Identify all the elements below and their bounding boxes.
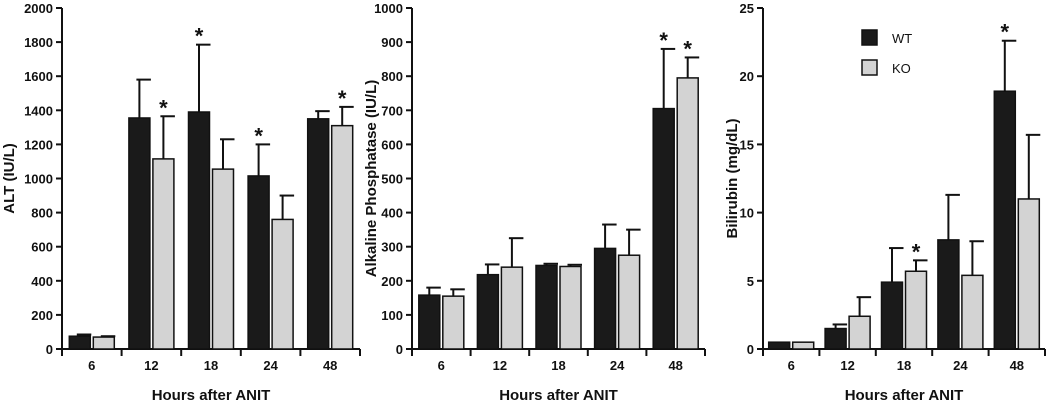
significance-star: * (683, 36, 692, 61)
x-tick-label: 18 (897, 358, 911, 373)
ko-bar (442, 295, 465, 350)
y-tick-label: 20 (740, 69, 754, 84)
y-tick-label: 1000 (24, 172, 53, 187)
x-tick-label: 24 (953, 358, 968, 373)
y-axis-title: ALT (IU/L) (1, 143, 18, 214)
x-tick-label: 12 (144, 358, 158, 373)
y-tick-label: 200 (381, 274, 403, 289)
bilirubin-chart: 0 5 10 15 20 25 Bilirubin (mg/dL) 6 12 18 24 48 Hour… (724, 1, 1046, 401)
ko-bar (961, 274, 984, 350)
x-axis-title: Hours after ANIT (152, 387, 271, 401)
y-tick-label: 800 (31, 206, 53, 221)
y-tick-label: 700 (381, 103, 403, 118)
y-tick-label: 300 (381, 240, 403, 255)
y-tick-label: 2000 (24, 1, 53, 16)
alkaline-phosphatase-chart: 0 100 200 300 400 500 600 700 800 900 1000 Alkaline… (363, 1, 706, 401)
y-tick-label: 1400 (24, 103, 53, 118)
x-tick-label: 6 (788, 358, 795, 373)
significance-star: * (912, 239, 921, 264)
significance-star: * (659, 28, 668, 53)
ko-bar (559, 265, 582, 350)
y-tick-label: 0 (46, 342, 53, 357)
y-tick-label: 500 (381, 172, 403, 187)
wt-bar (880, 281, 904, 350)
significance-star: * (159, 95, 168, 120)
wt-bar (418, 294, 441, 350)
ko-bar (617, 254, 641, 350)
wt-bar (937, 239, 960, 350)
ko-bar (848, 315, 871, 350)
ko-bar (1017, 198, 1041, 350)
wt-bar (652, 107, 675, 350)
y-tick-label: 100 (381, 308, 403, 323)
y-tick-label: 15 (740, 137, 754, 152)
x-tick-label: 48 (1010, 358, 1024, 373)
wt-bar (535, 264, 558, 350)
y-tick-label: 1000 (374, 1, 403, 16)
legend-swatch (861, 29, 878, 46)
wt-bar (476, 273, 500, 350)
ko-bar (271, 218, 294, 350)
x-axis-title: Hours after ANIT (499, 387, 618, 401)
x-tick-label: 6 (438, 358, 445, 373)
y-tick-label: 0 (396, 342, 403, 357)
significance-star: * (254, 123, 263, 148)
alt-chart: 0 200 400 600 800 1000 1200 1400 1600 1800 2000 ALT… (1, 1, 361, 401)
ko-bar (676, 77, 699, 350)
x-tick-label: 48 (323, 358, 337, 373)
wt-bar (593, 247, 617, 350)
x-tick-label: 24 (263, 358, 278, 373)
y-axis-title: Bilirubin (mg/dL) (724, 119, 741, 239)
significance-star: * (338, 86, 347, 111)
y-tick-label: 1800 (24, 35, 53, 50)
legend-swatch (861, 59, 878, 76)
ko-bar (330, 124, 354, 350)
significance-star: * (1001, 20, 1010, 45)
x-tick-label: 12 (493, 358, 507, 373)
ko-bar (92, 336, 116, 350)
x-tick-label: 24 (610, 358, 625, 373)
y-tick-label: 400 (31, 274, 53, 289)
y-axis-title: Alkaline Phosphatase (IU/L) (363, 80, 380, 278)
y-tick-label: 5 (747, 274, 754, 289)
y-tick-label: 1200 (24, 137, 53, 152)
y-tick-label: 1600 (24, 69, 53, 84)
wt-bar (824, 327, 847, 350)
y-tick-label: 0 (747, 342, 754, 357)
y-tick-label: 25 (740, 1, 754, 16)
wt-bar (247, 175, 270, 350)
ko-bar (152, 158, 175, 350)
x-tick-label: 18 (204, 358, 218, 373)
wt-bar (128, 117, 151, 350)
significance-star: * (195, 24, 204, 49)
wt-bar (187, 111, 211, 350)
x-tick-label: 6 (88, 358, 95, 373)
wt-bar (68, 335, 92, 350)
y-tick-label: 10 (740, 206, 754, 221)
legend-label: WT (892, 31, 912, 46)
y-tick-label: 800 (381, 69, 403, 84)
y-tick-label: 600 (381, 137, 403, 152)
x-axis-title: Hours after ANIT (845, 387, 964, 401)
ko-bar (904, 270, 928, 350)
wt-bar (993, 90, 1017, 350)
x-tick-label: 48 (668, 358, 682, 373)
wt-bar (306, 118, 330, 350)
ko-bar (211, 168, 235, 350)
legend-label: KO (892, 61, 911, 76)
x-tick-label: 12 (840, 358, 854, 373)
wt-bar (767, 341, 791, 350)
ko-bar (791, 341, 815, 350)
y-tick-label: 900 (381, 35, 403, 50)
y-tick-label: 600 (31, 240, 53, 255)
ko-bar (500, 266, 524, 350)
y-tick-label: 400 (381, 206, 403, 221)
y-tick-label: 200 (31, 308, 53, 323)
x-tick-label: 18 (551, 358, 565, 373)
